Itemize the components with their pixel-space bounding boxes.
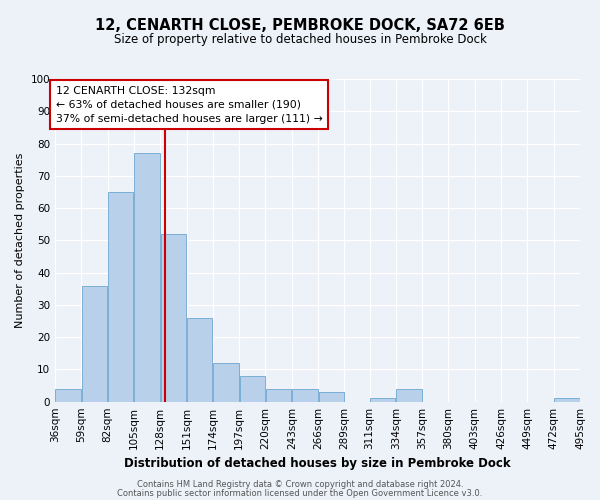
Bar xyxy=(319,392,344,402)
Bar xyxy=(554,398,580,402)
Bar xyxy=(161,234,186,402)
Text: Contains HM Land Registry data © Crown copyright and database right 2024.: Contains HM Land Registry data © Crown c… xyxy=(137,480,463,489)
Text: Size of property relative to detached houses in Pembroke Dock: Size of property relative to detached ho… xyxy=(113,32,487,46)
Bar xyxy=(134,153,160,402)
Bar xyxy=(214,363,239,402)
Text: Contains public sector information licensed under the Open Government Licence v3: Contains public sector information licen… xyxy=(118,489,482,498)
Y-axis label: Number of detached properties: Number of detached properties xyxy=(15,152,25,328)
Bar xyxy=(239,376,265,402)
Bar xyxy=(292,389,317,402)
Bar xyxy=(187,318,212,402)
Bar xyxy=(55,389,81,402)
Text: 12, CENARTH CLOSE, PEMBROKE DOCK, SA72 6EB: 12, CENARTH CLOSE, PEMBROKE DOCK, SA72 6… xyxy=(95,18,505,32)
Bar xyxy=(108,192,133,402)
Bar xyxy=(397,389,422,402)
Text: 12 CENARTH CLOSE: 132sqm
← 63% of detached houses are smaller (190)
37% of semi-: 12 CENARTH CLOSE: 132sqm ← 63% of detach… xyxy=(56,86,322,124)
Bar xyxy=(370,398,395,402)
Bar xyxy=(82,286,107,402)
X-axis label: Distribution of detached houses by size in Pembroke Dock: Distribution of detached houses by size … xyxy=(124,457,511,470)
Bar xyxy=(266,389,292,402)
